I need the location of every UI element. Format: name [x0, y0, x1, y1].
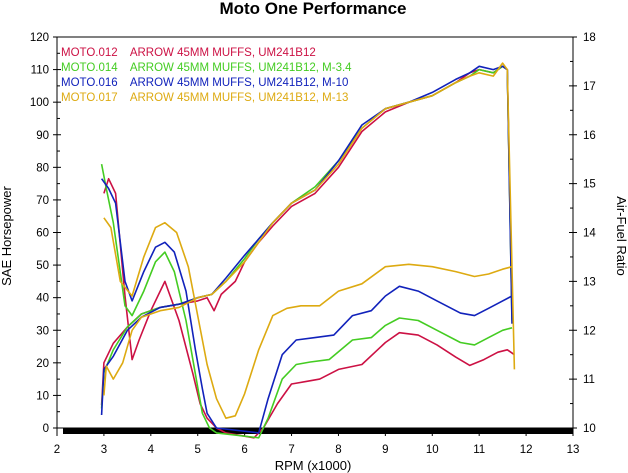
x-tick-label: 5: [195, 444, 201, 456]
x-tick-label: 9: [382, 444, 388, 456]
y2-tick-label: 14: [583, 228, 596, 240]
y2-tick-label: 18: [583, 32, 596, 44]
y-tick-label: 80: [36, 162, 49, 174]
series-2-afr-line: [100, 163, 513, 439]
y2-tick-label: 10: [583, 423, 596, 435]
y2-tick-label: 16: [583, 130, 596, 142]
x-tick-label: 10: [426, 444, 439, 456]
x-tick-label: 4: [148, 444, 155, 456]
x-axis-baseline: [63, 428, 573, 434]
y2-tick-label: 13: [583, 276, 596, 288]
legend: MOTO.012 ARROW 45MM MUFFS, UM241B12 MOTO.…: [61, 47, 352, 104]
y2-axis-label: Air-Fuel Ratio: [614, 196, 628, 275]
series-4-afr-line: [103, 217, 513, 420]
y-tick-label: 0: [43, 423, 49, 435]
x-tick-label: 6: [241, 444, 247, 456]
y-tick-label: 90: [36, 130, 49, 142]
x-tick-label: 8: [335, 444, 341, 456]
y2-tick-label: 11: [583, 374, 595, 386]
series-layer: [100, 62, 516, 439]
y-tick-label: 70: [36, 195, 49, 207]
x-tick-label: 3: [101, 444, 107, 456]
chart-title: Moto One Performance: [219, 0, 406, 18]
x-tick-label: 2: [54, 444, 60, 456]
x-tick-label: 13: [567, 444, 580, 456]
series-4-horsepower-line: [103, 62, 516, 396]
y-tick-label: 50: [36, 260, 49, 272]
x-tick-label: 12: [520, 444, 533, 456]
y-tick-label: 60: [36, 228, 49, 240]
y2-tick-label: 12: [583, 325, 596, 337]
y-tick-label: 30: [36, 325, 49, 337]
legend-entry-2: MOTO.014 ARROW 45MM MUFFS, UM241B12, M-3…: [61, 62, 352, 74]
x-axis-label: RPM (x1000): [275, 458, 352, 473]
y-axis-label: SAE Horsepower: [0, 185, 14, 285]
y-tick-label: 40: [36, 293, 49, 305]
x-tick-label: 7: [288, 444, 294, 456]
y2-tick-label: 15: [583, 179, 596, 191]
y-tick-label: 20: [36, 358, 49, 370]
y-tick-label: 120: [30, 32, 49, 44]
x-tick-label: 11: [473, 444, 485, 456]
series-1-afr-line: [103, 177, 515, 439]
legend-entry-4: MOTO.017 ARROW 45MM MUFFS, UM241B12, M-1…: [61, 92, 348, 104]
series-3-afr-line: [100, 178, 513, 434]
y2-tick-label: 17: [583, 81, 596, 93]
y-tick-label: 10: [36, 390, 49, 402]
series-2-horsepower-line: [100, 65, 513, 409]
legend-entry-1: MOTO.012 ARROW 45MM MUFFS, UM241B12: [61, 47, 316, 59]
axes: 2 3 4 5 6 7 8 9 10 11 12 13 0 10 20 30 40 50 60 70 80 90 100 11…: [30, 32, 597, 456]
y-tick-label: 110: [31, 65, 49, 77]
y-tick-label: 100: [30, 97, 49, 109]
legend-entry-3: MOTO.016 ARROW 45MM MUFFS, UM241B12, M-1…: [61, 77, 348, 89]
